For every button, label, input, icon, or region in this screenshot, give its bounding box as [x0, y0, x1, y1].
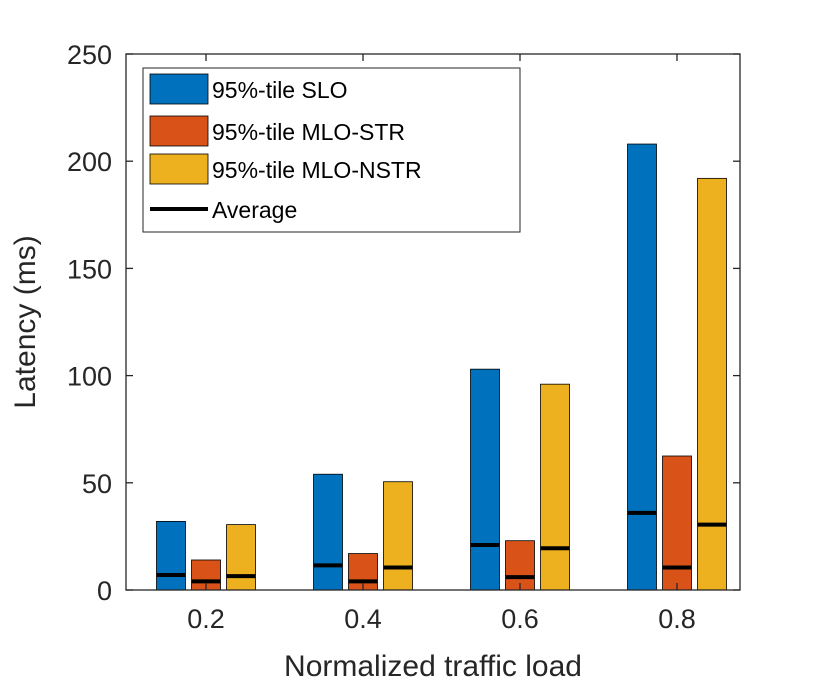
legend-label-mlo-nstr: 95%-tile MLO-NSTR — [212, 157, 422, 183]
x-tick-label: 0.6 — [501, 604, 539, 634]
legend-label-slo: 95%-tile SLO — [212, 77, 348, 103]
y-tick-label: 200 — [67, 147, 112, 177]
legend-label-mlo-str: 95%-tile MLO-STR — [212, 119, 405, 145]
x-axis-title: Normalized traffic load — [284, 650, 582, 683]
bar-95-tile-mlo-nstr-0.4 — [383, 481, 413, 591]
y-axis-ticks: 0 50 100 150 200 250 — [67, 40, 740, 606]
plot-area-frame — [125, 53, 741, 591]
average-markers-layer — [156, 510, 727, 584]
y-axis-title: Latency (ms) — [9, 235, 42, 408]
bar-95-tile-mlo-nstr-0.2 — [226, 524, 256, 591]
bar-95-tile-slo-0.8 — [627, 143, 657, 591]
y-tick-label: 50 — [82, 469, 112, 499]
bar-95-tile-mlo-nstr-0.6 — [540, 383, 570, 591]
legend-label-average: Average — [212, 197, 297, 223]
y-tick-label: 150 — [67, 254, 112, 284]
y-tick-label: 250 — [67, 40, 112, 70]
bar-95-tile-mlo-str-0.6 — [505, 540, 535, 591]
legend: 95%-tile SLO 95%-tile MLO-STR 95%-tile M… — [142, 67, 521, 233]
x-tick-label: 0.4 — [344, 604, 382, 634]
x-tick-label: 0.2 — [187, 604, 225, 634]
legend-swatch-mlo-nstr — [149, 153, 209, 185]
bars-layer — [156, 143, 727, 591]
bar-95-tile-slo-0.4 — [313, 473, 343, 591]
legend-swatch-slo — [149, 73, 209, 105]
legend-swatch-mlo-str — [149, 115, 209, 147]
y-tick-label: 0 — [97, 576, 112, 606]
bar-95-tile-mlo-str-0.8 — [662, 455, 692, 591]
x-tick-label: 0.8 — [658, 604, 696, 634]
y-tick-label: 100 — [67, 362, 112, 392]
bar-95-tile-slo-0.2 — [156, 520, 186, 591]
bar-95-tile-mlo-nstr-0.8 — [697, 177, 727, 591]
x-axis-ticks: 0.2 0.4 0.6 0.8 — [187, 54, 696, 634]
bar-95-tile-slo-0.6 — [470, 368, 500, 591]
